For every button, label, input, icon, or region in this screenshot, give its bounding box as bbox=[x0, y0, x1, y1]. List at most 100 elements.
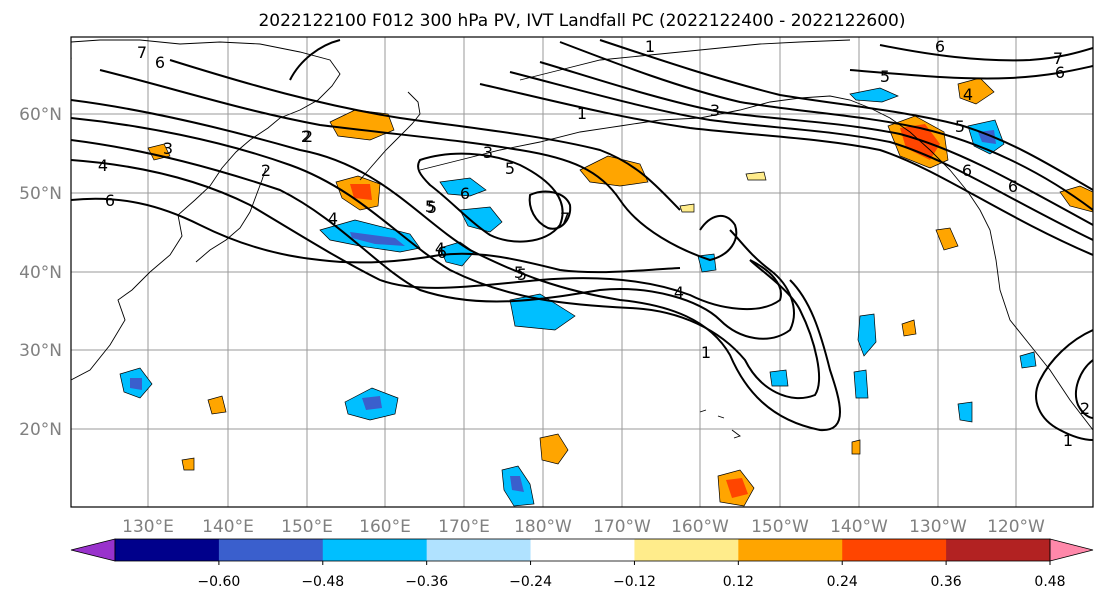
pv-contour-label: 1 bbox=[701, 343, 711, 362]
pos-anomaly-blob bbox=[539, 433, 569, 465]
pv-contour bbox=[479, 83, 1093, 256]
pos-anomaly-blob bbox=[181, 457, 195, 471]
pv-contour-label: 6 bbox=[1055, 63, 1065, 82]
lat-tick-label: 20°N bbox=[19, 420, 62, 440]
neg-anomaly-blob bbox=[509, 293, 576, 331]
pv-contour-label: 1 bbox=[63, 44, 73, 63]
lon-tick-label: 140°W bbox=[830, 517, 888, 537]
pv-contour-label: 5 bbox=[505, 159, 515, 178]
colorbar-segment bbox=[738, 539, 843, 561]
pv-contour-label: 2 bbox=[303, 127, 313, 146]
pv-contours bbox=[71, 39, 1093, 441]
colorbar-tick-label: 0.12 bbox=[723, 574, 754, 590]
neg-anomaly-blob bbox=[1019, 351, 1037, 369]
pv-contour-label: 4 bbox=[435, 239, 445, 258]
neg-anomaly-core bbox=[510, 476, 524, 492]
lon-tick-label: 180°W bbox=[514, 517, 572, 537]
pv-contour-label: 4 bbox=[963, 85, 973, 104]
colorbar-extend-min bbox=[70, 538, 116, 562]
lon-tick-label: 140°E bbox=[202, 517, 254, 537]
pv-contour bbox=[849, 65, 1093, 80]
neg-anomaly-blob bbox=[857, 313, 877, 357]
colorbar-segment bbox=[530, 539, 635, 561]
pv-contour-label: 4 bbox=[328, 209, 338, 228]
pv-contour-label: 6 bbox=[935, 37, 945, 56]
pos-anomaly-blob bbox=[901, 319, 917, 337]
pv-contour-label: 5 bbox=[425, 197, 435, 216]
pos-anomaly-blob bbox=[147, 143, 171, 161]
lon-tick-label: 130°W bbox=[909, 517, 967, 537]
colorbar-tick-label: −0.60 bbox=[197, 574, 240, 590]
aleutian-chain bbox=[419, 117, 701, 171]
lat-tick-label: 60°N bbox=[19, 105, 62, 125]
neg-anomaly-blob bbox=[849, 87, 899, 103]
pv-contour-label: 7 bbox=[560, 209, 570, 228]
lat-tick-label: 30°N bbox=[19, 341, 62, 361]
neg-anomaly-core bbox=[130, 378, 142, 390]
colorbar-tick-label: −0.24 bbox=[509, 574, 552, 590]
asia-coastline bbox=[71, 39, 341, 381]
pv-contour bbox=[71, 197, 681, 274]
colorbar-segment bbox=[946, 539, 1051, 561]
pos-anomaly-blob bbox=[207, 395, 227, 415]
japan-coastline bbox=[195, 167, 267, 263]
colorbar-tick-label: 0.36 bbox=[931, 574, 962, 590]
colorbar-tick-label: −0.36 bbox=[405, 574, 448, 590]
colorbar-outline bbox=[114, 538, 1051, 562]
pv-contour bbox=[71, 159, 782, 311]
lon-tick-label: 150°E bbox=[281, 517, 333, 537]
colorbar-tick-label: 0.48 bbox=[1034, 574, 1065, 590]
pv-contour-label: 2 bbox=[261, 161, 271, 180]
pv-contour-label: 6 bbox=[1008, 177, 1018, 196]
pv-contour bbox=[99, 69, 738, 262]
neg-anomaly-blob bbox=[439, 177, 487, 197]
pv-contour bbox=[1074, 359, 1093, 419]
pv-contour-label: 5 bbox=[955, 117, 965, 136]
neg-anomaly-blob bbox=[853, 369, 869, 399]
alaska-coastline bbox=[699, 95, 1093, 431]
colorbar-tick-label: 0.24 bbox=[827, 574, 858, 590]
colorbar-tick-label: −0.12 bbox=[613, 574, 656, 590]
pv-contour bbox=[71, 139, 795, 340]
colorbar-tick-label: −0.48 bbox=[301, 574, 344, 590]
pv-contour-label: 7 bbox=[137, 43, 147, 62]
colorbar-segment bbox=[322, 539, 428, 561]
pv-contour bbox=[71, 99, 841, 432]
colorbar-segment bbox=[634, 539, 739, 561]
pv-contour bbox=[559, 41, 1093, 211]
colorbar-segment bbox=[115, 539, 220, 561]
kamchatka-coastline bbox=[359, 91, 421, 181]
lon-tick-label: 160°E bbox=[359, 517, 411, 537]
pv-contour-label: 4 bbox=[674, 283, 684, 302]
pv-contour bbox=[539, 61, 1093, 226]
lon-tick-label: 150°W bbox=[751, 517, 809, 537]
lon-tick-label: 170°E bbox=[438, 517, 490, 537]
pv-contour-label: 3 bbox=[483, 143, 493, 162]
pv-contour-label: 7 bbox=[1053, 49, 1063, 68]
chart-title: 2022122100 F012 300 hPa PV, IVT Landfall… bbox=[258, 11, 905, 31]
pv-contour-label: 6 bbox=[105, 191, 115, 210]
pv-contour-label: 6 bbox=[962, 161, 972, 180]
neg-anomaly-core bbox=[362, 396, 382, 410]
pv-contour bbox=[71, 117, 821, 400]
pv-contour-label: 1 bbox=[1063, 431, 1073, 450]
pv-contour-label: 1 bbox=[645, 37, 655, 56]
pv-contour-label: 6 bbox=[460, 184, 470, 203]
pos-anomaly-blob bbox=[851, 439, 861, 455]
coastlines bbox=[71, 39, 1093, 439]
lon-tick-label: 130°E bbox=[122, 517, 174, 537]
pos-anomaly-blob bbox=[745, 171, 767, 181]
pv-contour-label: 1 bbox=[577, 104, 587, 123]
pv-contour-label: 4 bbox=[98, 156, 108, 175]
pos-anomaly-blob bbox=[579, 155, 649, 187]
pos-anomaly-blob bbox=[935, 227, 959, 251]
pv-contour-label: 5 bbox=[427, 198, 437, 217]
pos-anomaly-core bbox=[350, 184, 372, 200]
lat-tick-label: 40°N bbox=[19, 263, 62, 283]
pv-contour bbox=[169, 59, 681, 211]
neg-anomaly-blob bbox=[769, 369, 789, 387]
pos-anomaly-blob bbox=[679, 203, 695, 213]
